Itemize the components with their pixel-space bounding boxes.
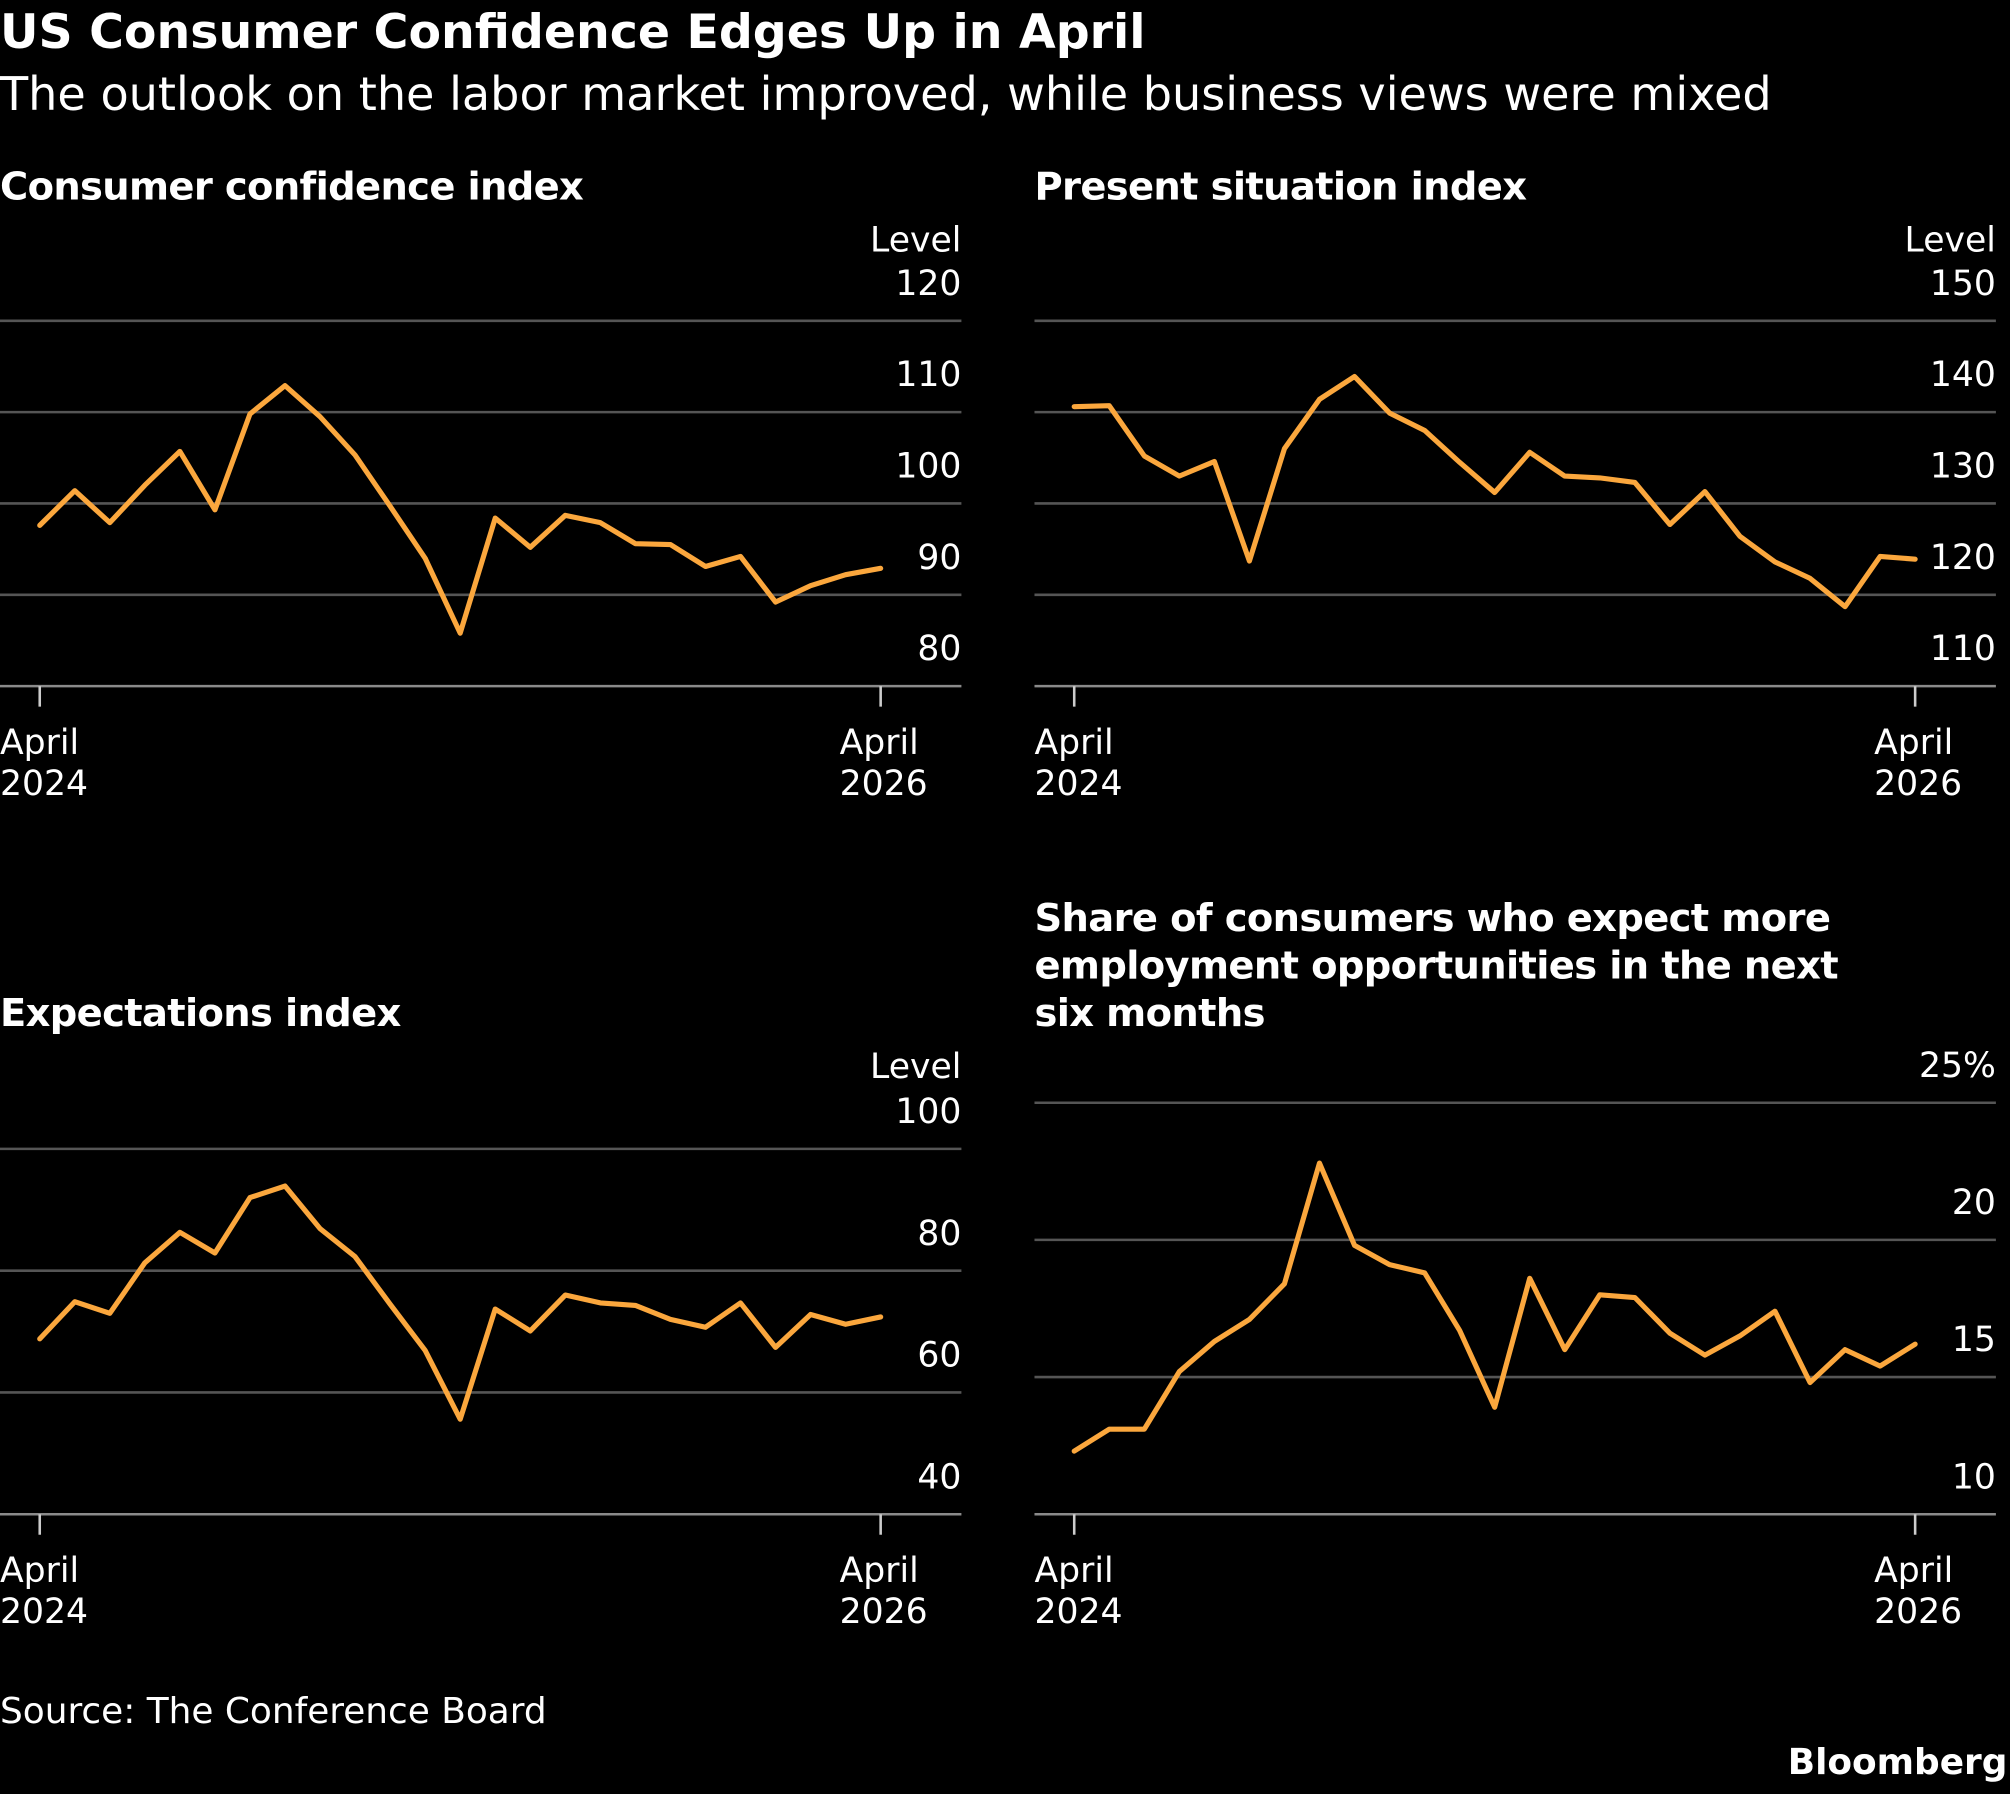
y-tick-label: 80 [917,629,961,669]
y-tick-label: 140 [1930,355,1996,395]
y-tick-label: 10 [1952,1457,1996,1497]
y-tick-label: 20 [1952,1183,1996,1223]
data-line [37,383,884,636]
y-tick-label: 40 [917,1457,961,1497]
logo: Bloomberg [1788,1742,2008,1783]
unit-label: Level [870,1047,961,1087]
y-tick-label: 120 [895,264,961,304]
y-tick-label: 80 [917,1214,961,1254]
x-tick-label: April 2024 [1034,1551,1122,1632]
x-tick-label: April 2026 [840,723,928,804]
chart-title: Share of consumers who expect more emplo… [1034,896,1839,1037]
x-tick-label: April 2024 [0,1551,88,1632]
y-tick-label: 100 [895,447,961,487]
y-tick-label: 110 [895,355,961,395]
chart-title: Present situation index [1034,164,1527,209]
unit-label: Level [870,220,961,260]
y-tick-label: 100 [895,1092,961,1132]
x-tick-label: April 2024 [1034,723,1122,804]
data-line [1071,1160,1918,1454]
chart-title-box: Share of consumers who expect more emplo… [1034,896,1839,1037]
y-tick-label: 60 [917,1336,961,1376]
y-tick-label: 110 [1930,629,1996,669]
data-line [37,1183,884,1422]
source: Source: The Conference Board [0,1691,547,1732]
x-tick-label: April 2026 [840,1551,928,1632]
page-subtitle: The outlook on the labor market improved… [0,67,1772,121]
page-title: US Consumer Confidence Edges Up in April [0,5,1146,60]
x-tick-label: April 2026 [1874,1551,1962,1632]
chart-title: Consumer confidence index [0,164,584,209]
y-tick-label: 120 [1930,538,1996,578]
y-tick-label: 150 [1930,264,1996,304]
y-tick-label: 15 [1952,1320,1996,1360]
y-tick-label: 90 [917,538,961,578]
x-tick-label: April 2024 [0,723,88,804]
chart-title: Expectations index [0,991,402,1036]
data-line [1071,373,1918,610]
y-tick-label: 130 [1930,447,1996,487]
x-tick-label: April 2026 [1874,723,1962,804]
unit-label: Level [1905,220,1996,260]
y-tick-label: 25% [1919,1046,1996,1086]
